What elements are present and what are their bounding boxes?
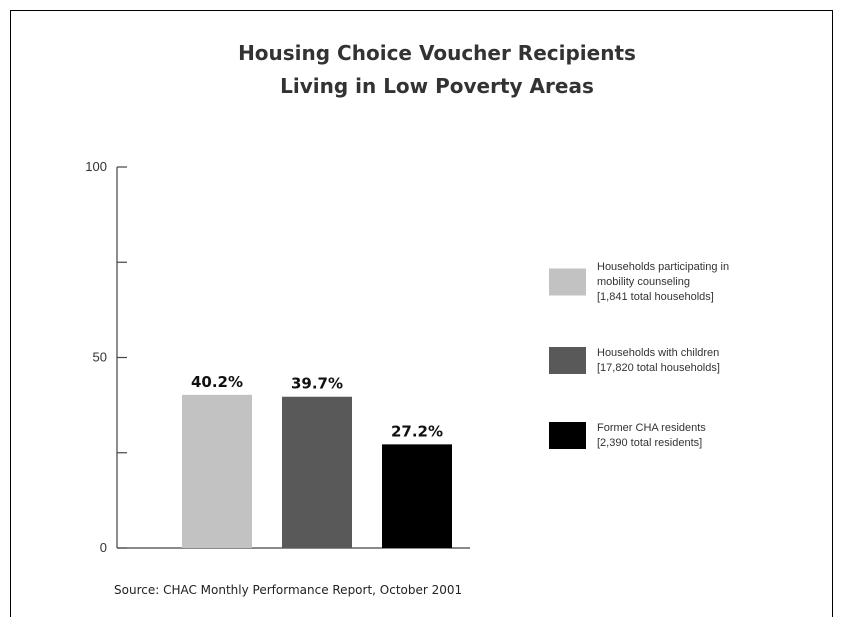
legend-swatch-1 [549,268,586,296]
bar-value-label-2: 39.7% [291,375,343,393]
bar-1 [182,394,252,548]
legend-label-1-line-3: [1,841 total households] [597,291,714,303]
legend-swatch-3 [549,422,586,449]
legend-label-2-line-1: Households with children [597,347,719,359]
y-tick-label-100: 100 [85,159,107,174]
legend-label-1-line-1: Households participating in [597,261,729,273]
bar-value-label-1: 40.2% [191,373,243,391]
chart-frame [10,10,833,617]
chart-title-line-1: Housing Choice Voucher Recipients [238,41,636,65]
legend: Households participating in mobility coun… [549,261,729,449]
bar-value-label-3: 27.2% [391,422,443,440]
y-tick-label-50: 50 [93,350,107,365]
source-note: Source: CHAC Monthly Performance Report,… [114,583,462,597]
bars: 40.2% 39.7% 27.2% [182,373,452,548]
legend-label-3-line-2: [2,390 total residents] [597,437,702,449]
legend-label-1-line-2: mobility counseling [597,276,690,288]
y-tick-label-0: 0 [100,540,107,555]
legend-swatch-2 [549,347,586,374]
legend-label-3-line-1: Former CHA residents [597,422,706,434]
bar-2 [282,396,352,548]
legend-label-2-line-2: [17,820 total households] [597,362,720,374]
bar-3 [382,444,452,548]
chart-title-line-2: Living in Low Poverty Areas [280,74,594,98]
